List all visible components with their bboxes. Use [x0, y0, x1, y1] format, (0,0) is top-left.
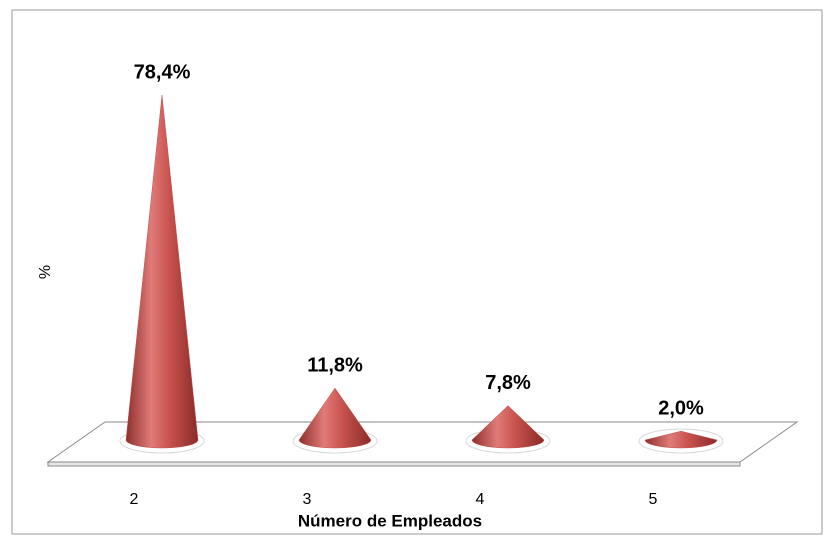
cone [471, 405, 545, 449]
x-tick-label: 3 [303, 491, 312, 508]
data-label: 11,8% [307, 354, 363, 376]
cone [298, 387, 372, 449]
cone [125, 95, 199, 449]
cone [644, 430, 718, 449]
data-label: 7,8% [485, 372, 531, 394]
x-axis-title: Número de Empleados [298, 511, 482, 530]
y-axis-title: % [37, 265, 54, 279]
x-tick-label: 2 [130, 491, 139, 508]
data-label: 78,4% [134, 61, 191, 83]
x-tick-label: 5 [649, 491, 658, 508]
floor-edge [47, 461, 741, 467]
data-label: 2,0% [658, 397, 704, 419]
x-tick-label: 4 [476, 491, 485, 508]
